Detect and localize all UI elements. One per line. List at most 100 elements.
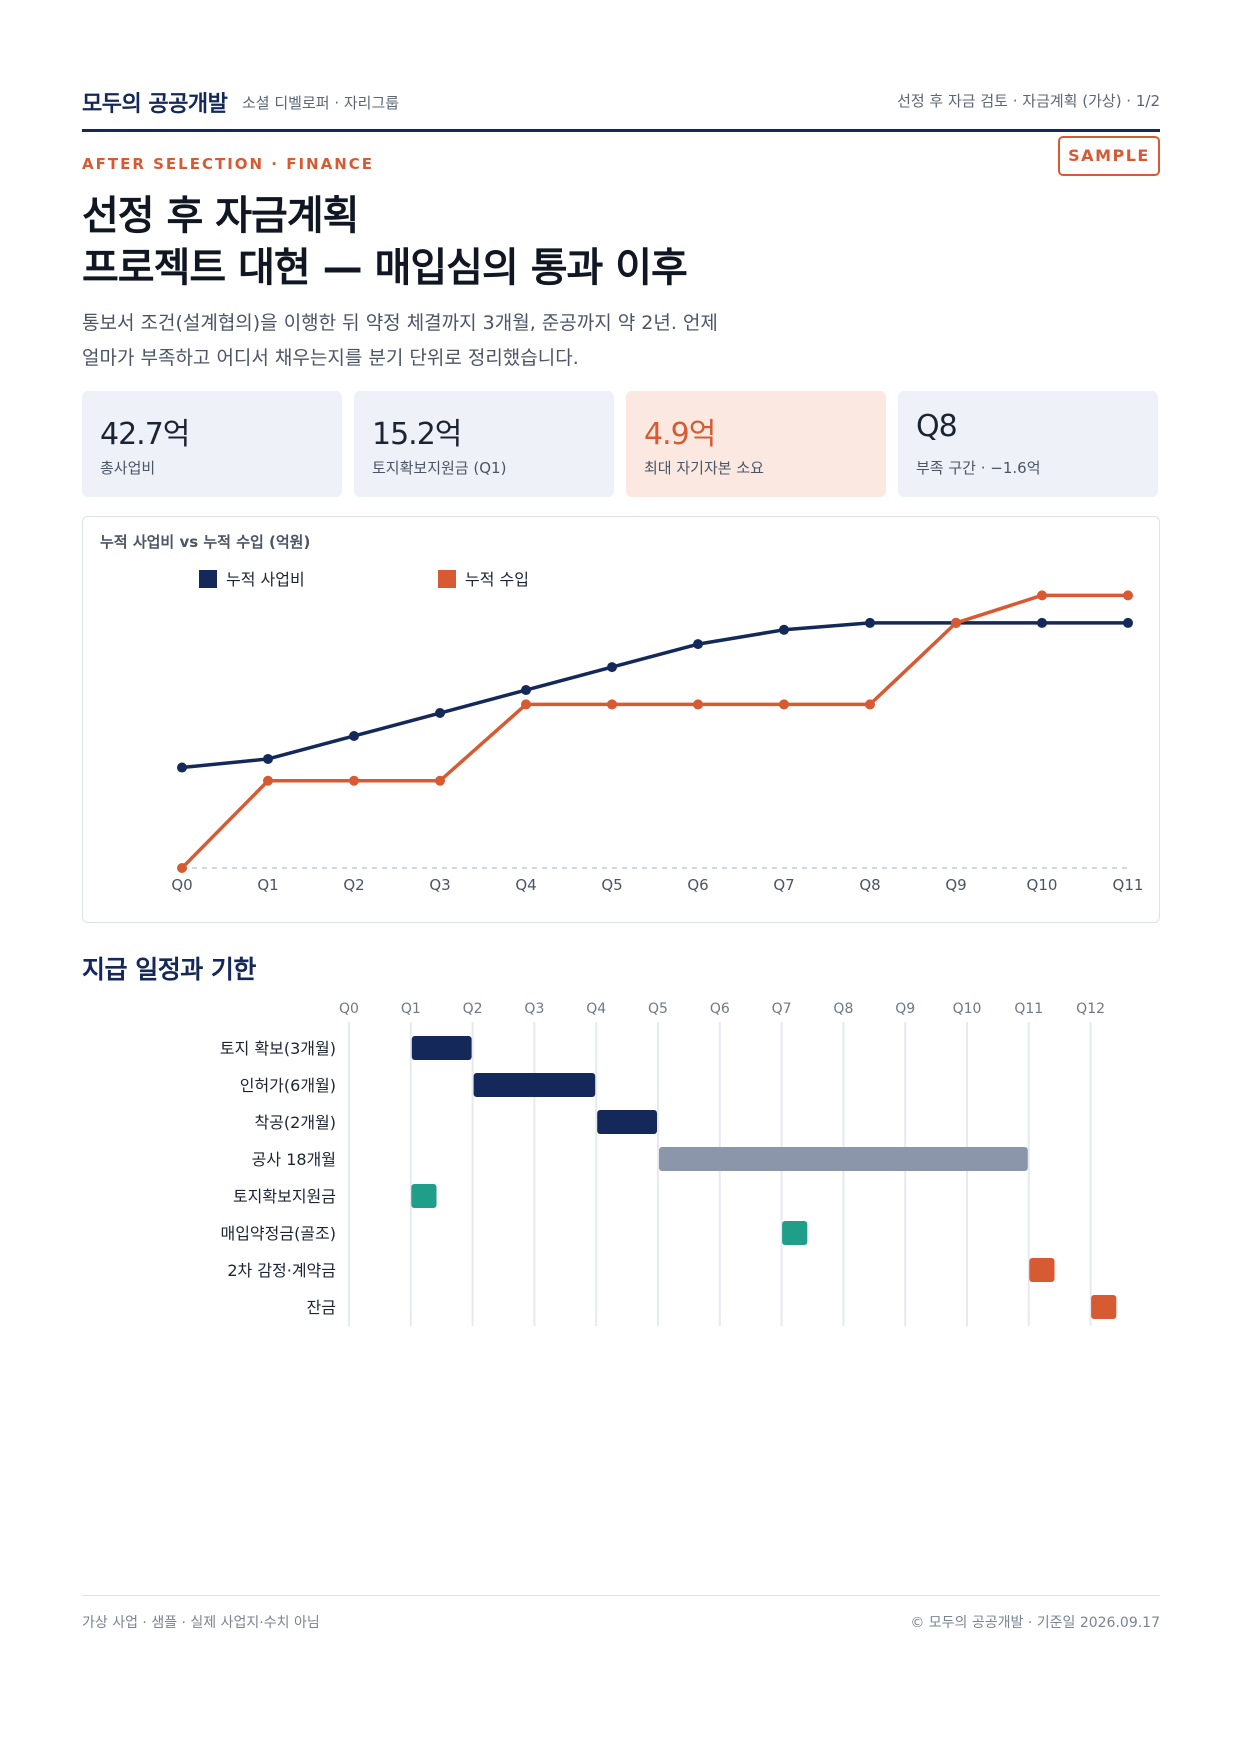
data-point <box>521 685 531 696</box>
x-tick-label: Q0 <box>171 876 192 894</box>
page-footer: 가상 사업 · 샘플 · 실제 사업지·수치 아님 © 모두의 공공개발 · 기… <box>82 1595 1160 1635</box>
gantt-milestone <box>1091 1295 1117 1319</box>
sample-badge: SAMPLE <box>1058 136 1160 176</box>
gantt-milestone <box>1029 1258 1055 1282</box>
gantt-tick-label: Q8 <box>833 1001 853 1017</box>
brand-subtitle: 소셜 디벨로퍼 · 자리그룹 <box>242 94 400 112</box>
gantt-tick-label: Q6 <box>710 1001 730 1017</box>
gantt-task-label: 착공(2개월) <box>254 1113 336 1132</box>
schedule-title: 지급 일정과 기한 <box>82 955 256 984</box>
intro-paragraph: 통보서 조건(설계협의)을 이행한 뒤 약정 체결까지 3개월, 준공까지 약 … <box>82 306 842 376</box>
gantt-tick-label: Q0 <box>339 1001 359 1017</box>
gantt-task-label: 2차 감정·계약금 <box>227 1261 336 1280</box>
data-point <box>1037 590 1047 601</box>
kpi-card-total-cost: 42.7억 총사업비 <box>82 391 342 497</box>
cumulative-chart-card: 누적 사업비 vs 누적 수입 (억원) Q0 Q1 Q2 Q3 Q4 Q5 Q6 Q7 Q8 Q… <box>82 516 1160 923</box>
data-point <box>865 699 875 710</box>
gantt-task-label: 토지확보지원금 <box>233 1187 336 1206</box>
gantt-tick-label: Q3 <box>524 1001 544 1017</box>
legend-label: 누적 사업비 <box>226 570 305 589</box>
intro-line-2: 얼마가 부족하고 어디서 채우는지를 분기 단위로 정리했습니다. <box>82 347 579 369</box>
data-point <box>263 775 273 786</box>
series-line <box>181 621 1128 770</box>
data-point <box>779 624 789 635</box>
data-point <box>1123 590 1133 601</box>
title-line-1: 선정 후 자금계획 <box>82 193 359 239</box>
data-point <box>1123 617 1133 628</box>
data-point <box>779 699 789 710</box>
brand-name: 모두의 공공개발 <box>82 92 228 117</box>
gantt-tick-label: Q9 <box>895 1001 915 1017</box>
kpi-label: 부족 구간 · −1.6억 <box>916 459 1041 477</box>
gantt-milestone <box>411 1184 437 1208</box>
x-tick-label: Q2 <box>343 876 364 894</box>
gantt-tick-label: Q10 <box>953 1001 982 1017</box>
data-point <box>349 730 359 741</box>
gantt-bar <box>411 1036 472 1060</box>
gantt-tick-label: Q12 <box>1076 1001 1105 1017</box>
kpi-value: 42.7억 <box>100 417 190 452</box>
data-point <box>693 699 703 710</box>
gantt-tick-label: Q1 <box>401 1001 421 1017</box>
x-tick-label: Q10 <box>1027 876 1058 894</box>
kpi-value: Q8 <box>916 409 958 444</box>
data-point <box>435 775 445 786</box>
gantt-bar <box>597 1110 657 1134</box>
gantt-tick-label: Q11 <box>1014 1001 1043 1017</box>
legend-label: 누적 수입 <box>465 570 529 589</box>
intro-line-1: 통보서 조건(설계협의)을 이행한 뒤 약정 체결까지 3개월, 준공까지 약 … <box>82 312 718 334</box>
gantt-bar <box>659 1147 1028 1171</box>
kpi-label: 최대 자기자본 소요 <box>644 459 764 477</box>
data-point <box>865 617 875 628</box>
gantt-task-label: 잔금 <box>307 1298 336 1317</box>
title-line-2: 프로젝트 대현 — 매입심의 통과 이후 <box>82 245 688 291</box>
x-tick-label: Q1 <box>257 876 278 894</box>
x-tick-label: Q4 <box>515 876 536 894</box>
data-point <box>521 699 531 710</box>
data-point <box>607 662 617 673</box>
footer-disclaimer: 가상 사업 · 샘플 · 실제 사업지·수치 아님 <box>82 1615 320 1631</box>
gantt-task-label: 토지 확보(3개월) <box>220 1039 336 1058</box>
x-tick-label: Q6 <box>687 876 708 894</box>
data-point <box>349 775 359 786</box>
kpi-value: 15.2억 <box>372 417 462 452</box>
gantt-task-label: 공사 18개월 <box>252 1150 336 1169</box>
legend-swatch <box>438 570 456 588</box>
gantt-tick-label: Q7 <box>772 1001 792 1017</box>
series-line <box>180 593 1128 870</box>
legend-swatch <box>199 570 217 588</box>
data-point <box>177 863 187 873</box>
gantt-task-label: 매입약정금(골조) <box>220 1224 336 1243</box>
gantt-tick-label: Q2 <box>463 1001 483 1017</box>
section-eyebrow: AFTER SELECTION · FINANCE <box>82 155 375 173</box>
kpi-card-max-equity: 4.9억 최대 자기자본 소요 <box>626 391 886 497</box>
kpi-label: 총사업비 <box>100 459 156 477</box>
kpi-card-land-support: 15.2억 토지확보지원금 (Q1) <box>354 391 614 497</box>
data-point <box>263 753 273 764</box>
cumulative-line-chart: Q0 Q1 Q2 Q3 Q4 Q5 Q6 Q7 Q8 Q9 Q10 Q11 누적 사업비 누적 수입 <box>171 570 1144 894</box>
x-tick-label: Q3 <box>429 876 450 894</box>
kpi-label: 토지확보지원금 (Q1) <box>372 459 507 477</box>
kpi-value: 4.9억 <box>644 417 716 452</box>
footer-copyright: © 모두의 공공개발 · 기준일 2026.09.17 <box>910 1615 1160 1631</box>
page-title: 선정 후 자금계획 프로젝트 대현 — 매입심의 통과 이후 <box>82 190 688 294</box>
data-point <box>951 617 961 628</box>
page-reference: 선정 후 자금 검토 · 자금계획 (가상) · 1/2 <box>897 92 1160 110</box>
data-point <box>177 762 187 773</box>
page-header: 모두의 공공개발 소셜 디벨로퍼 · 자리그룹 선정 후 자금 검토 · 자금계… <box>82 84 1160 132</box>
data-point <box>1037 617 1047 628</box>
gantt-task-label: 인허가(6개월) <box>240 1076 336 1095</box>
data-point <box>435 708 445 719</box>
gantt-bar <box>473 1073 596 1097</box>
gantt-tick-label: Q4 <box>586 1001 606 1017</box>
x-tick-label: Q9 <box>945 876 966 894</box>
gantt-tick-label: Q5 <box>648 1001 668 1017</box>
x-tick-label: Q5 <box>601 876 622 894</box>
x-tick-label: Q11 <box>1113 876 1144 894</box>
chart-title: 누적 사업비 vs 누적 수입 (억원) <box>100 533 311 551</box>
kpi-card-shortfall: Q8 부족 구간 · −1.6억 <box>898 391 1158 497</box>
x-tick-label: Q8 <box>859 876 880 894</box>
data-point <box>607 699 617 710</box>
payment-schedule-gantt: Q0 Q1 Q2 Q3 Q4 Q5 Q6 Q7 Q8 Q9 Q10 Q11 Q12 토지 확보(3개월) 인… <box>220 1001 1117 1326</box>
gantt-milestone <box>782 1221 808 1245</box>
